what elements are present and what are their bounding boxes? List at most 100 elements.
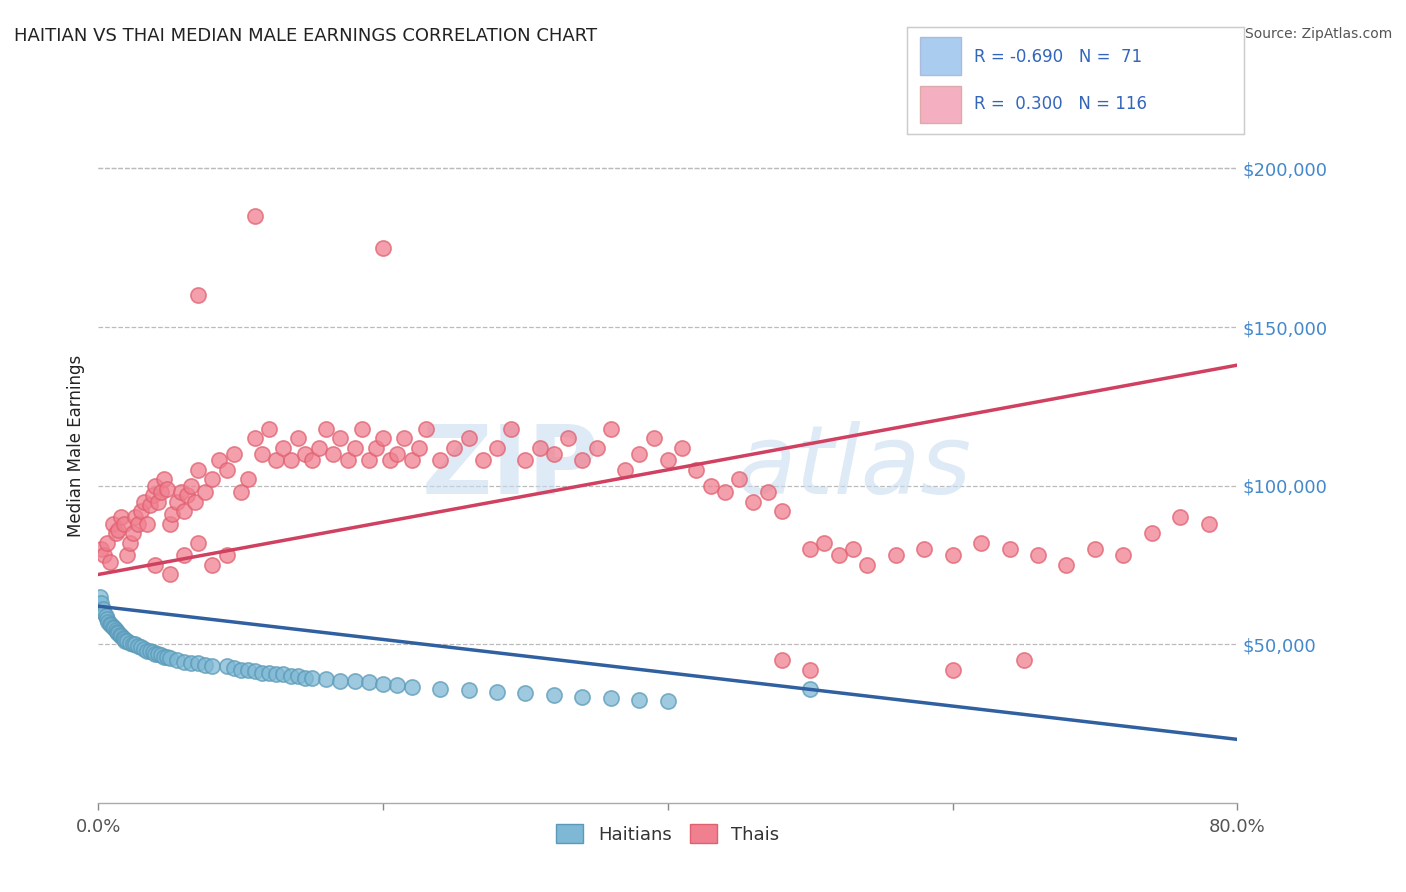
Point [96,612,118,626]
Point [93,606,115,620]
Point [287,669,309,683]
Point [357,675,380,690]
Point [132,494,155,508]
Point [229,485,252,500]
Point [105,624,128,639]
Point [515,686,537,700]
Point [138,498,160,512]
Point [100,618,122,632]
Point [329,431,352,445]
Point [104,623,127,637]
Point [373,677,395,691]
Point [387,678,409,692]
Point [942,663,965,677]
Point [93,549,115,563]
Point [124,510,146,524]
Point [236,472,259,486]
Point [156,649,179,664]
Point [243,431,266,445]
Point [173,504,195,518]
Point [571,690,593,704]
Point [1140,526,1163,541]
Point [104,526,127,541]
Point [111,631,134,645]
Point [273,667,295,681]
Point [141,645,163,659]
Point [529,441,551,455]
Point [799,681,821,696]
Point [201,659,224,673]
Point [828,549,851,563]
Point [145,558,167,572]
Point [380,453,402,467]
Point [287,431,309,445]
Point [294,447,316,461]
Point [166,653,188,667]
Point [699,478,721,492]
Point [628,447,651,461]
Point [96,535,118,549]
Point [101,516,124,531]
Point [387,447,409,461]
Point [159,516,181,531]
Point [201,558,224,572]
Point [194,657,217,672]
Point [150,485,173,500]
Point [486,685,509,699]
Point [97,615,120,629]
Point [115,549,138,563]
Point [714,485,737,500]
Point [101,620,124,634]
Point [89,590,111,604]
Point [614,463,637,477]
Point [170,485,193,500]
Point [408,441,430,455]
Point [259,421,281,435]
Point [184,494,207,508]
Point [770,504,793,518]
Point [180,657,202,671]
Point [124,637,146,651]
Point [215,463,238,477]
Point [132,642,155,657]
Point [813,535,835,549]
Point [486,441,509,455]
Point [138,643,160,657]
Point [266,667,288,681]
Point [229,663,252,677]
Point [135,643,157,657]
Point [728,472,751,486]
Point [148,494,170,508]
Point [315,421,337,435]
Point [1198,516,1220,531]
Point [657,694,679,708]
Point [236,663,259,677]
Point [315,672,337,686]
Point [429,681,451,696]
Point [90,596,112,610]
Point [443,441,465,455]
Point [543,688,565,702]
Point [194,485,217,500]
Point [600,691,623,706]
Point [91,602,114,616]
Text: HAITIAN VS THAI MEDIAN MALE EARNINGS CORRELATION CHART: HAITIAN VS THAI MEDIAN MALE EARNINGS COR… [14,27,598,45]
Point [1026,549,1049,563]
Bar [921,37,960,75]
Point [148,647,170,661]
Point [115,634,138,648]
Point [187,535,209,549]
Point [942,549,965,563]
Point [415,421,437,435]
Point [108,628,131,642]
Point [394,431,416,445]
Point [322,447,344,461]
Point [176,488,198,502]
Point [280,453,302,467]
Point [162,507,184,521]
Point [215,659,238,673]
Point [90,542,112,557]
Point [145,478,167,492]
Point [127,639,149,653]
Point [107,523,129,537]
